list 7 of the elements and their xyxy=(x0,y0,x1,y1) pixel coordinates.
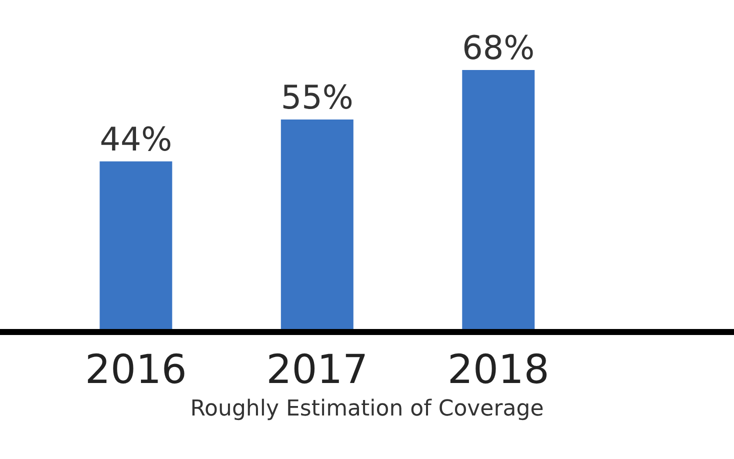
data-label: 44% xyxy=(100,120,172,158)
data-label: 55% xyxy=(280,78,354,116)
x-tick-label: 2018 xyxy=(448,347,550,393)
x-tick-label: 2017 xyxy=(266,347,368,393)
x-tick-label: 2016 xyxy=(85,347,187,393)
x-axis-title: Roughly Estimation of Coverage xyxy=(190,396,544,422)
data-label: 68% xyxy=(462,28,535,67)
